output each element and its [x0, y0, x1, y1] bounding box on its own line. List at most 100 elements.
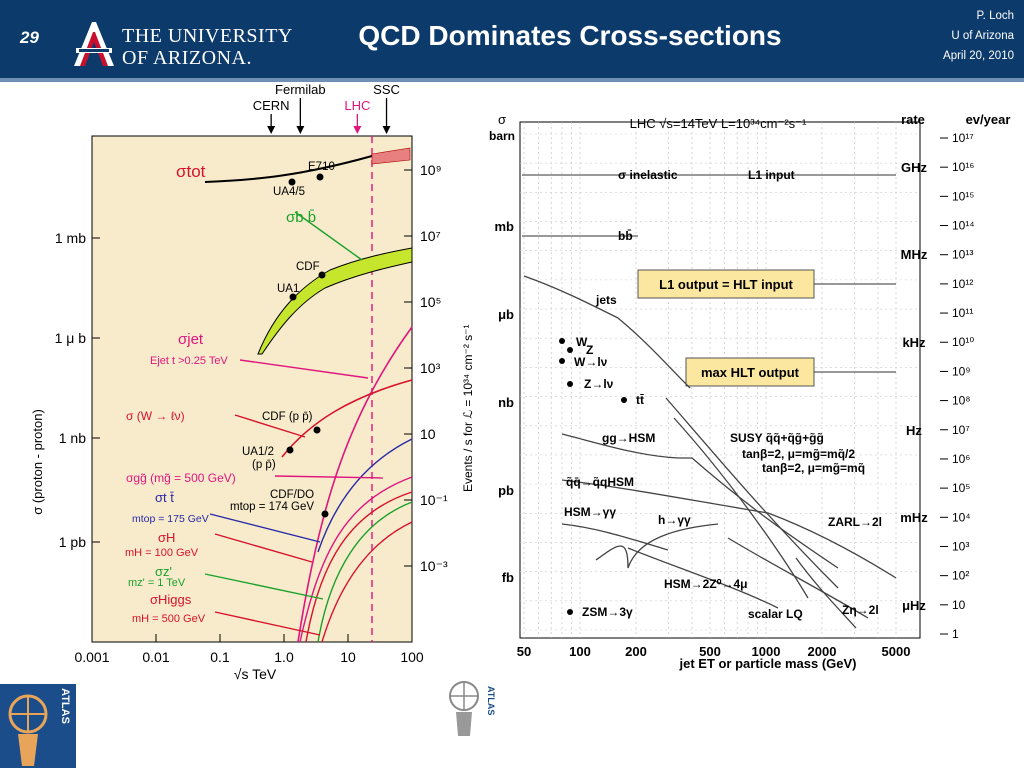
z-lnu-point [567, 381, 573, 387]
experiment-label: UA1/2 [242, 446, 274, 458]
experiment-label: CDF [296, 261, 320, 273]
header-bar [0, 0, 1024, 78]
x-tick-label: 0.1 [210, 649, 230, 665]
x-tick-label: 2000 [808, 644, 837, 659]
events-tick-label: 10¹² [952, 277, 973, 291]
marker-label: LHC [344, 98, 370, 113]
chart-label: Z→lν [584, 377, 614, 391]
sigma-bb-band [257, 247, 413, 355]
slide-number: 29 [20, 28, 39, 47]
x-tick-label: 10 [340, 649, 356, 665]
university-a-logo-icon [74, 22, 114, 66]
events-tick-label: 10³ [952, 539, 969, 553]
marker-arrowhead [353, 126, 362, 134]
chart-label: h→γγ [658, 513, 691, 527]
date: April 20, 2010 [943, 50, 1014, 62]
chart-label: L1 input [748, 168, 795, 182]
box-label: L1 output = HLT input [659, 277, 793, 292]
x-tick-label: 0.01 [142, 649, 169, 665]
events-tick-label: 10¹⁴ [952, 219, 975, 233]
chart-label: jets [595, 293, 617, 307]
barn-label: barn [489, 129, 515, 143]
w-point [559, 338, 565, 344]
w-lnu-point [559, 358, 565, 364]
header-divider [0, 78, 1024, 82]
events-tick-label: 10¹¹ [952, 306, 973, 320]
sigma-w-curve [281, 379, 413, 458]
left-y-axis-label: σ (proton - proton) [30, 409, 45, 515]
curve-label: σHiggs [150, 592, 192, 607]
data-point [321, 510, 329, 518]
gluino-arrow [274, 475, 384, 479]
marker-label: Fermilab [275, 82, 326, 97]
curve-label: mtop = 175 GeV [132, 513, 209, 525]
events-tick-label: 10¹⁷ [952, 131, 974, 145]
events-tick-label: 10⁶ [952, 452, 970, 466]
curve-label: mH = 100 GeV [125, 547, 199, 559]
rate-label: rate [901, 112, 925, 127]
chart-label: tanβ=2, μ=mg̃=mq̃/2 [742, 447, 855, 461]
curve-label: σtot [176, 162, 206, 181]
atlas-logo-icon: ATLAS [0, 684, 76, 768]
events-tick-label: 10⁹ [952, 364, 971, 378]
data-point [288, 178, 296, 186]
left-x-axis-label: √s TeV [234, 666, 277, 682]
events-tick-label: 10⁴ [952, 510, 971, 524]
h-arrow [214, 533, 313, 563]
events-tick-label: 10² [952, 569, 969, 583]
max-hlt-output-box [685, 357, 815, 387]
sigma-tot-band [371, 147, 411, 165]
data-point [318, 271, 326, 279]
experiment-label: UA4/5 [273, 186, 305, 198]
experiment-label: (p p̄) [252, 459, 276, 471]
z-3gamma-point [567, 609, 573, 615]
chart-label: tt̄ [636, 393, 644, 407]
data-point [316, 173, 324, 181]
chart-label: tanβ=2, μ=mg̃=mq̃ [762, 461, 865, 475]
h-gg-sm-curve [561, 523, 669, 551]
h-4mu-curve [627, 547, 779, 609]
events-tick-label: 10¹⁰ [952, 335, 974, 349]
rate-tick-label: MHz [901, 247, 928, 262]
atlas-logo-text: ATLAS [59, 688, 71, 724]
rate-tick-label: μHz [902, 598, 926, 613]
y-tick-label: fb [502, 570, 514, 585]
sigma-label: σ [498, 112, 506, 127]
data-point [286, 446, 294, 454]
right-tick-label: 10⁹ [420, 162, 442, 178]
chart-label: ZSM→3γ [582, 605, 633, 619]
university-name-line1: THE UNIVERSITY [122, 25, 293, 47]
right-tick-label: 10 [420, 426, 436, 442]
ttbar-arrow [209, 513, 321, 543]
right-x-axis-label: jet ET or particle mass (GeV) [678, 656, 856, 671]
chart-label: SUSY q̃q̃+q̃g̃+g̃g̃ [730, 431, 824, 445]
sigma-h-curve [305, 491, 413, 643]
cross-section-vs-energy-chart: 0.001 0.01 0.1 1.0 10 100 1 mb 1 μ b 1 nb 1 pb 1… [30, 82, 475, 682]
x-tick-label: 0.001 [74, 649, 109, 665]
right-tick-label: 10³ [420, 360, 441, 376]
x-tick-label: 200 [625, 644, 647, 659]
lhc-rates-chart: 50 100 200 500 1000 2000 5000 mb μb nb pb fb GHz MH… [489, 112, 1010, 671]
x-tick-label: 100 [569, 644, 591, 659]
atlas-logo-text: ATLAS [486, 686, 496, 715]
qq-h-curve [561, 479, 897, 579]
curve-label: σgg̃ (mg̃ = 500 GeV) [126, 471, 236, 485]
jet-arrow [239, 359, 369, 379]
curve-label: mz' = 1 TeV [128, 577, 186, 589]
sigma-zprime-curve [317, 501, 413, 643]
curve-label: σ (W → ℓν) [126, 409, 185, 423]
y-tick-label: 1 μ b [55, 330, 87, 346]
experiment-label: E710 [308, 161, 335, 173]
curve-label: σb b̄ [286, 209, 316, 226]
chart-label: W→lν [574, 355, 608, 369]
higgs-arrow [214, 611, 321, 636]
y-tick-label: 1 pb [59, 534, 86, 550]
susy-curve-2 [673, 417, 809, 599]
curve-label: σjet [178, 331, 204, 348]
ttbar-point [621, 397, 627, 403]
y-tick-label: 1 nb [59, 430, 86, 446]
rate-tick-label: mHz [900, 510, 928, 525]
sigma-tot-curve [204, 151, 411, 183]
rate-tick-label: Hz [906, 423, 922, 438]
chart-label: scalar LQ [748, 607, 803, 621]
